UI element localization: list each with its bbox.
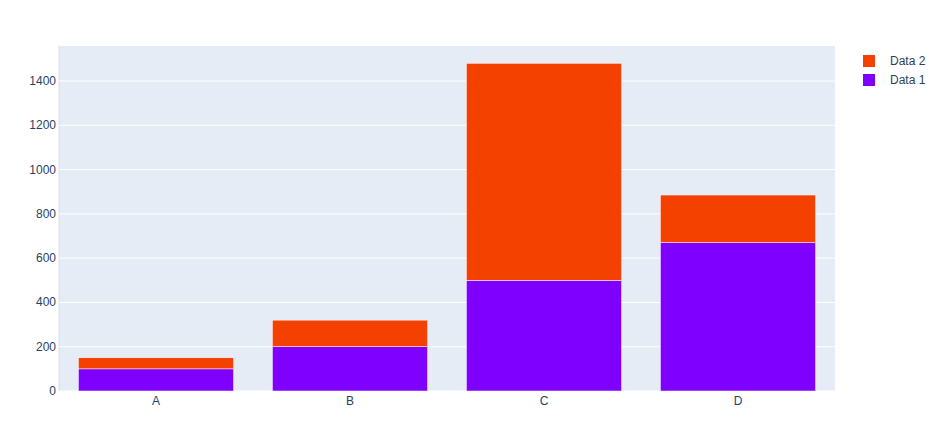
legend-swatch — [863, 55, 875, 67]
plot-background — [59, 46, 835, 391]
x-tick-label: A — [152, 394, 160, 408]
bar — [272, 320, 427, 347]
bar — [660, 195, 815, 243]
y-axis-line — [59, 46, 60, 391]
y-tick-label: 200 — [36, 340, 56, 354]
x-tick-label: B — [346, 394, 354, 408]
bar — [466, 63, 621, 280]
chart-svg: 0 200 400 600 800 1000 1200 1400 A B C D Data 2 Data … — [0, 0, 946, 432]
legend-swatch — [863, 74, 875, 86]
x-tick-label: D — [734, 394, 743, 408]
y-tick-label: 400 — [36, 295, 56, 309]
bar — [466, 280, 621, 391]
y-tick-label: 1000 — [29, 163, 56, 177]
bar — [272, 347, 427, 391]
grid-line — [59, 125, 835, 126]
x-tick-label: C — [540, 394, 549, 408]
y-tick-label: 1200 — [29, 118, 56, 132]
grid-line — [59, 80, 835, 81]
grid-line — [59, 169, 835, 170]
bar — [660, 243, 815, 391]
y-tick-label: 1400 — [29, 74, 56, 88]
y-tick-label: 800 — [36, 207, 56, 221]
legend-label: Data 1 — [890, 73, 926, 87]
y-tick-label: 600 — [36, 251, 56, 265]
bar — [78, 358, 233, 369]
bar — [78, 369, 233, 391]
bars — [78, 63, 815, 391]
chart-container: 0 200 400 600 800 1000 1200 1400 A B C D Data 2 Data … — [0, 0, 946, 432]
y-tick-label: 0 — [49, 384, 56, 398]
legend-label: Data 2 — [890, 54, 926, 68]
